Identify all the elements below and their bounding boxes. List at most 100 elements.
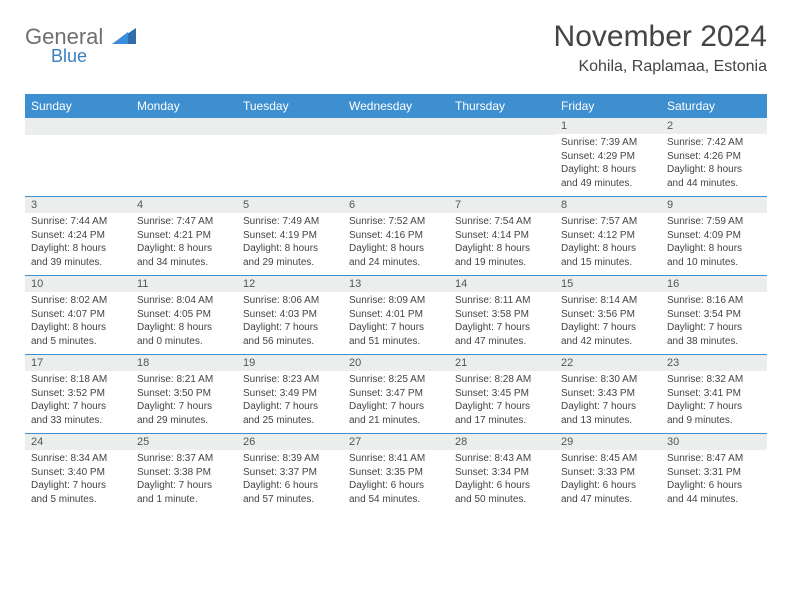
logo-text-block: General Blue (25, 24, 136, 67)
day-number: 10 (25, 276, 131, 292)
daylight-text: Daylight: 7 hours and 47 minutes. (455, 321, 549, 348)
sunset-text: Sunset: 3:47 PM (349, 387, 443, 401)
day-number: 9 (661, 197, 767, 213)
sunrise-text: Sunrise: 8:41 AM (349, 452, 443, 466)
sunrise-text: Sunrise: 8:18 AM (31, 373, 125, 387)
calendar-cell: 24Sunrise: 8:34 AMSunset: 3:40 PMDayligh… (25, 434, 131, 512)
day-details: Sunrise: 8:18 AMSunset: 3:52 PMDaylight:… (25, 371, 131, 431)
weekday-header: Sunday Monday Tuesday Wednesday Thursday… (25, 94, 767, 118)
daylight-text: Daylight: 8 hours and 34 minutes. (137, 242, 231, 269)
sunrise-text: Sunrise: 7:44 AM (31, 215, 125, 229)
sunset-text: Sunset: 4:26 PM (667, 150, 761, 164)
day-details: Sunrise: 8:14 AMSunset: 3:56 PMDaylight:… (555, 292, 661, 352)
calendar-cell: 23Sunrise: 8:32 AMSunset: 3:41 PMDayligh… (661, 355, 767, 433)
daylight-text: Daylight: 7 hours and 21 minutes. (349, 400, 443, 427)
day-details: Sunrise: 7:42 AMSunset: 4:26 PMDaylight:… (661, 134, 767, 194)
calendar-cell: 10 Sunrise: 8:02 AMSunset: 4:07 PMDayligh… (25, 276, 131, 354)
day-number: 19 (237, 355, 343, 371)
calendar-cell: 14Sunrise: 8:11 AMSunset: 3:58 PMDayligh… (449, 276, 555, 354)
sunrise-text: Sunrise: 7:42 AM (667, 136, 761, 150)
sunset-text: Sunset: 4:29 PM (561, 150, 655, 164)
sunset-text: Sunset: 3:35 PM (349, 466, 443, 480)
calendar-cell: 27Sunrise: 8:41 AMSunset: 3:35 PMDayligh… (343, 434, 449, 512)
sunrise-text: Sunrise: 8:39 AM (243, 452, 337, 466)
day-number: 16 (661, 276, 767, 292)
empty-day (131, 118, 237, 135)
day-details: Sunrise: 8:23 AMSunset: 3:49 PMDaylight:… (237, 371, 343, 431)
sunrise-text: Sunrise: 8:25 AM (349, 373, 443, 387)
empty-day (449, 118, 555, 135)
sunrise-text: Sunrise: 8:16 AM (667, 294, 761, 308)
calendar-cell: 11Sunrise: 8:04 AMSunset: 4:05 PMDayligh… (131, 276, 237, 354)
calendar-cell: 7Sunrise: 7:54 AMSunset: 4:14 PMDaylight… (449, 197, 555, 275)
sunset-text: Sunset: 4:12 PM (561, 229, 655, 243)
sunset-text: Sunset: 3:56 PM (561, 308, 655, 322)
sunset-text: Sunset: 3:43 PM (561, 387, 655, 401)
sunset-text: Sunset: 3:50 PM (137, 387, 231, 401)
sunset-text: Sunset: 4:07 PM (31, 308, 125, 322)
day-details: Sunrise: 8:28 AMSunset: 3:45 PMDaylight:… (449, 371, 555, 431)
calendar-cell: 12Sunrise: 8:06 AMSunset: 4:03 PMDayligh… (237, 276, 343, 354)
day-number: 17 (25, 355, 131, 371)
daylight-text: Daylight: 8 hours and 39 minutes. (31, 242, 125, 269)
day-number: 30 (661, 434, 767, 450)
daylight-text: Daylight: 8 hours and 44 minutes. (667, 163, 761, 190)
daylight-text: Daylight: 8 hours and 5 minutes. (31, 321, 125, 348)
calendar-cell: 1Sunrise: 7:39 AMSunset: 4:29 PMDaylight… (555, 118, 661, 196)
day-number: 18 (131, 355, 237, 371)
calendar-cell: 22Sunrise: 8:30 AMSunset: 3:43 PMDayligh… (555, 355, 661, 433)
sunrise-text: Sunrise: 8:09 AM (349, 294, 443, 308)
logo: General Blue (25, 20, 136, 67)
sunrise-text: Sunrise: 7:54 AM (455, 215, 549, 229)
sunrise-text: Sunrise: 8:45 AM (561, 452, 655, 466)
calendar-cell: 13Sunrise: 8:09 AMSunset: 4:01 PMDayligh… (343, 276, 449, 354)
day-details: Sunrise: 7:49 AMSunset: 4:19 PMDaylight:… (237, 213, 343, 273)
day-details: Sunrise: 7:39 AMSunset: 4:29 PMDaylight:… (555, 134, 661, 194)
daylight-text: Daylight: 7 hours and 38 minutes. (667, 321, 761, 348)
calendar-cell: 4Sunrise: 7:47 AMSunset: 4:21 PMDaylight… (131, 197, 237, 275)
day-number: 2 (661, 118, 767, 134)
day-number: 28 (449, 434, 555, 450)
day-details: Sunrise: 8:34 AMSunset: 3:40 PMDaylight:… (25, 450, 131, 510)
calendar-week: 1Sunrise: 7:39 AMSunset: 4:29 PMDaylight… (25, 118, 767, 197)
sunset-text: Sunset: 4:03 PM (243, 308, 337, 322)
calendar-body: 1Sunrise: 7:39 AMSunset: 4:29 PMDaylight… (25, 118, 767, 512)
day-number: 29 (555, 434, 661, 450)
calendar-cell: 16Sunrise: 8:16 AMSunset: 3:54 PMDayligh… (661, 276, 767, 354)
sunset-text: Sunset: 3:33 PM (561, 466, 655, 480)
sunset-text: Sunset: 3:58 PM (455, 308, 549, 322)
sunrise-text: Sunrise: 7:49 AM (243, 215, 337, 229)
day-number: 27 (343, 434, 449, 450)
calendar-cell: 3Sunrise: 7:44 AMSunset: 4:24 PMDaylight… (25, 197, 131, 275)
day-details: Sunrise: 8:39 AMSunset: 3:37 PMDaylight:… (237, 450, 343, 510)
day-number: 8 (555, 197, 661, 213)
header: General Blue November 2024 Kohila, Rapla… (25, 20, 767, 76)
sunset-text: Sunset: 3:52 PM (31, 387, 125, 401)
sunset-text: Sunset: 4:19 PM (243, 229, 337, 243)
day-details: Sunrise: 7:54 AMSunset: 4:14 PMDaylight:… (449, 213, 555, 273)
calendar-cell: 30Sunrise: 8:47 AMSunset: 3:31 PMDayligh… (661, 434, 767, 512)
sunrise-text: Sunrise: 8:06 AM (243, 294, 337, 308)
calendar-cell: 29Sunrise: 8:45 AMSunset: 3:33 PMDayligh… (555, 434, 661, 512)
day-details: Sunrise: 8:25 AMSunset: 3:47 PMDaylight:… (343, 371, 449, 431)
daylight-text: Daylight: 8 hours and 0 minutes. (137, 321, 231, 348)
empty-day (25, 118, 131, 135)
day-number: 3 (25, 197, 131, 213)
empty-day (237, 118, 343, 135)
day-details: Sunrise: 8:11 AMSunset: 3:58 PMDaylight:… (449, 292, 555, 352)
calendar-cell (449, 118, 555, 196)
calendar-week: 10Sunrise: 8:02 AMSunset: 4:07 PMDayligh… (25, 276, 767, 355)
sunset-text: Sunset: 4:05 PM (137, 308, 231, 322)
day-details: Sunrise: 8:37 AMSunset: 3:38 PMDaylight:… (131, 450, 237, 510)
day-number: 23 (661, 355, 767, 371)
weekday-label: Thursday (449, 94, 555, 118)
daylight-text: Daylight: 8 hours and 10 minutes. (667, 242, 761, 269)
weekday-label: Wednesday (343, 94, 449, 118)
daylight-text: Daylight: 6 hours and 50 minutes. (455, 479, 549, 506)
day-details: Sunrise: 8:09 AMSunset: 4:01 PMDaylight:… (343, 292, 449, 352)
daylight-text: Daylight: 6 hours and 44 minutes. (667, 479, 761, 506)
sunset-text: Sunset: 4:21 PM (137, 229, 231, 243)
calendar-cell: 15Sunrise: 8:14 AMSunset: 3:56 PMDayligh… (555, 276, 661, 354)
sunrise-text: Sunrise: 8:02 AM (31, 294, 125, 308)
calendar-cell: 26Sunrise: 8:39 AMSunset: 3:37 PMDayligh… (237, 434, 343, 512)
